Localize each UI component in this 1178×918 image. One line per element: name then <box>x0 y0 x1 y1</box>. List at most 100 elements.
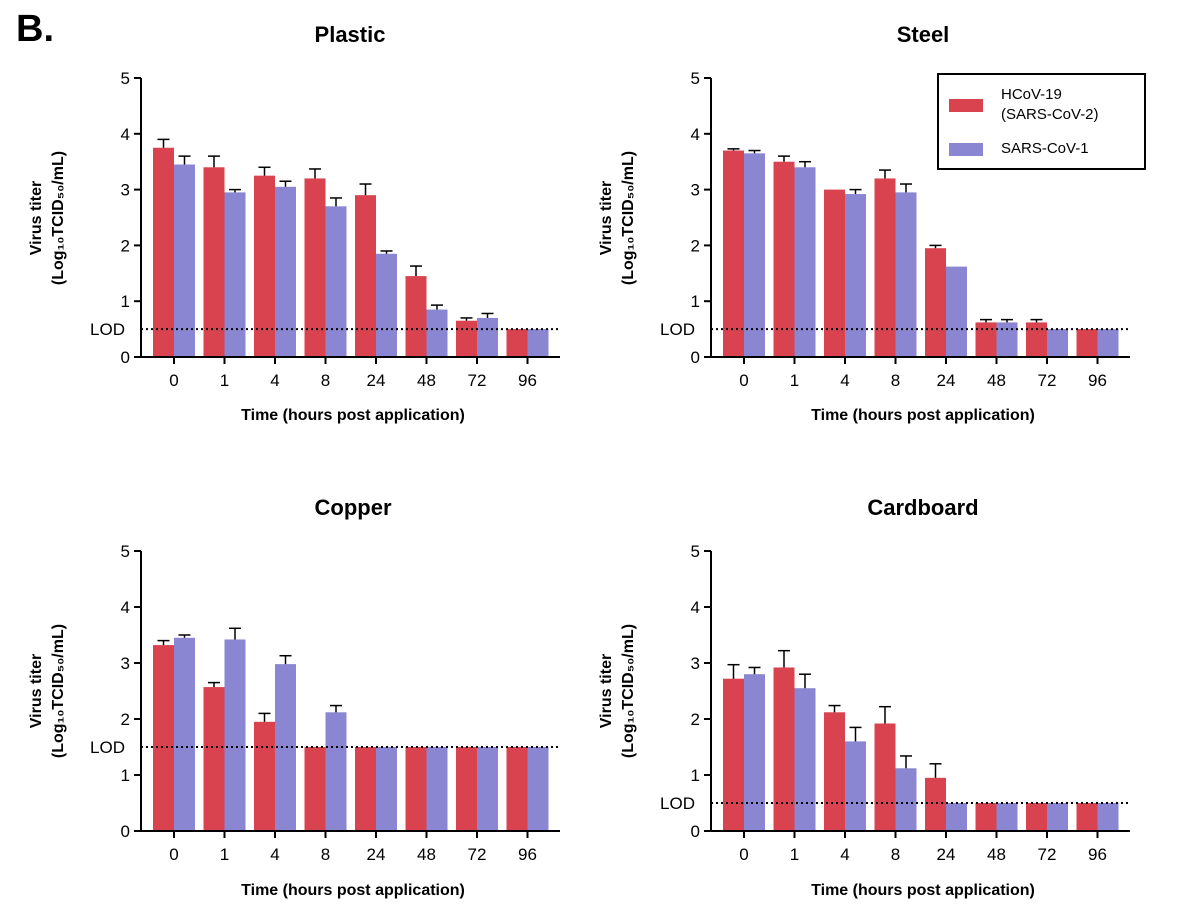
x-axis-label: Time (hours post application) <box>811 882 1035 899</box>
x-tick-label-96: 96 <box>1088 845 1107 864</box>
y-tick-label-0: 0 <box>121 348 130 367</box>
lod-label: LOD <box>660 320 695 339</box>
bar-copper-s1-48 <box>426 747 448 831</box>
x-tick-label-48: 48 <box>987 845 1006 864</box>
y-tick-label-0: 0 <box>691 822 700 841</box>
bar-steel-s1-4 <box>845 194 866 357</box>
legend-label-hcov19-line1: HCoV-19 <box>1001 86 1062 103</box>
bar-copper-s1-4 <box>275 664 296 831</box>
bar-copper-s0-96 <box>506 747 528 831</box>
x-tick-label-4: 4 <box>270 371 279 390</box>
bar-cardboard-s1-48 <box>996 803 1018 831</box>
y-axis-label-line2: (Log₁₀TCID₅₀/mL) <box>620 624 637 758</box>
bar-steel-s0-0 <box>723 150 744 357</box>
bar-plastic-s1-0 <box>174 164 195 357</box>
x-tick-label-24: 24 <box>367 845 386 864</box>
bar-cardboard-s1-8 <box>895 768 917 831</box>
bar-plastic-s1-96 <box>527 329 549 357</box>
bar-cardboard-s0-48 <box>975 803 997 831</box>
bar-plastic-s1-72 <box>477 317 498 357</box>
bar-cardboard-s0-24 <box>925 777 946 831</box>
y-tick-label-4: 4 <box>691 598 700 617</box>
x-tick-label-48: 48 <box>417 845 436 864</box>
bar-steel-s0-4 <box>824 189 845 357</box>
x-tick-label-72: 72 <box>468 845 487 864</box>
y-tick-label-1: 1 <box>121 766 130 785</box>
bar-cardboard-s1-1 <box>794 688 816 831</box>
bar-steel-s1-96 <box>1097 329 1119 357</box>
x-tick-label-72: 72 <box>468 371 487 390</box>
y-axis-label-line2: (Log₁₀TCID₅₀/mL) <box>620 151 637 285</box>
x-tick-label-1: 1 <box>220 371 229 390</box>
x-tick-label-0: 0 <box>739 845 748 864</box>
bar-steel-s0-8 <box>874 178 896 357</box>
bar-plastic-s0-96 <box>506 329 528 357</box>
bar-steel-s0-96 <box>1076 329 1098 357</box>
y-axis-label-line2: (Log₁₀TCID₅₀/mL) <box>50 624 67 758</box>
x-tick-label-0: 0 <box>739 371 748 390</box>
bar-copper-s0-0 <box>153 645 174 831</box>
bar-plastic-s0-72 <box>456 320 477 357</box>
x-tick-label-72: 72 <box>1038 845 1057 864</box>
x-tick-label-0: 0 <box>169 845 178 864</box>
x-axis-label: Time (hours post application) <box>811 407 1035 424</box>
y-tick-label-2: 2 <box>691 710 700 729</box>
bar-steel-s1-0 <box>744 153 765 357</box>
x-tick-label-72: 72 <box>1038 371 1057 390</box>
x-tick-label-1: 1 <box>790 845 799 864</box>
bar-copper-s0-8 <box>304 747 326 831</box>
y-tick-label-3: 3 <box>121 654 130 673</box>
bar-copper-s1-24 <box>376 747 397 831</box>
bar-copper-s1-96 <box>527 747 549 831</box>
bar-steel-s0-1 <box>773 161 795 357</box>
legend-entry-sarscov1: SARS-CoV-1 <box>949 139 1089 159</box>
y-tick-label-0: 0 <box>121 822 130 841</box>
x-tick-label-8: 8 <box>891 371 900 390</box>
bar-plastic-s0-48 <box>405 276 427 357</box>
legend-label-hcov19: HCoV-19 (SARS-CoV-2) <box>1001 85 1099 125</box>
bar-steel-s1-24 <box>946 266 967 357</box>
y-tick-label-5: 5 <box>691 69 700 88</box>
lod-label: LOD <box>90 320 125 339</box>
bar-steel-s1-48 <box>996 322 1018 357</box>
y-tick-label-1: 1 <box>691 766 700 785</box>
y-axis-label-line2: (Log₁₀TCID₅₀/mL) <box>50 151 67 285</box>
legend-label-sarscov1: SARS-CoV-1 <box>1001 140 1089 157</box>
y-tick-label-1: 1 <box>691 292 700 311</box>
bar-copper-s0-48 <box>405 747 427 831</box>
y-tick-label-5: 5 <box>121 69 130 88</box>
bar-cardboard-s0-96 <box>1076 803 1098 831</box>
legend-swatch-hcov19 <box>949 98 983 112</box>
bar-cardboard-s0-72 <box>1026 803 1047 831</box>
bar-cardboard-s1-4 <box>845 741 866 831</box>
x-tick-label-1: 1 <box>220 845 229 864</box>
x-tick-label-4: 4 <box>840 371 849 390</box>
bar-steel-s0-48 <box>975 322 997 357</box>
y-axis-label-line1: Virus titer <box>598 654 615 728</box>
y-axis-label-line1: Virus titer <box>28 181 45 255</box>
legend-label-hcov19-line2: (SARS-CoV-2) <box>1001 106 1099 123</box>
bar-cardboard-s0-4 <box>824 712 845 831</box>
x-tick-label-0: 0 <box>169 371 178 390</box>
y-tick-label-3: 3 <box>121 181 130 200</box>
y-tick-label-0: 0 <box>691 348 700 367</box>
y-axis-label: Virus titer (Log₁₀TCID₅₀/mL) <box>28 151 67 285</box>
bar-copper-s0-1 <box>203 687 225 831</box>
bar-plastic-s0-1 <box>203 167 225 357</box>
y-tick-label-2: 2 <box>121 710 130 729</box>
bar-plastic-s1-8 <box>325 206 347 357</box>
bar-cardboard-s1-0 <box>744 674 765 831</box>
x-tick-label-24: 24 <box>367 371 386 390</box>
x-tick-label-48: 48 <box>987 371 1006 390</box>
x-tick-label-96: 96 <box>518 371 537 390</box>
y-tick-label-4: 4 <box>121 125 130 144</box>
bar-plastic-s1-48 <box>426 309 448 357</box>
y-tick-label-4: 4 <box>691 125 700 144</box>
y-tick-label-1: 1 <box>121 292 130 311</box>
y-tick-label-5: 5 <box>121 542 130 561</box>
y-axis-label-line1: Virus titer <box>598 181 615 255</box>
y-tick-label-3: 3 <box>691 654 700 673</box>
